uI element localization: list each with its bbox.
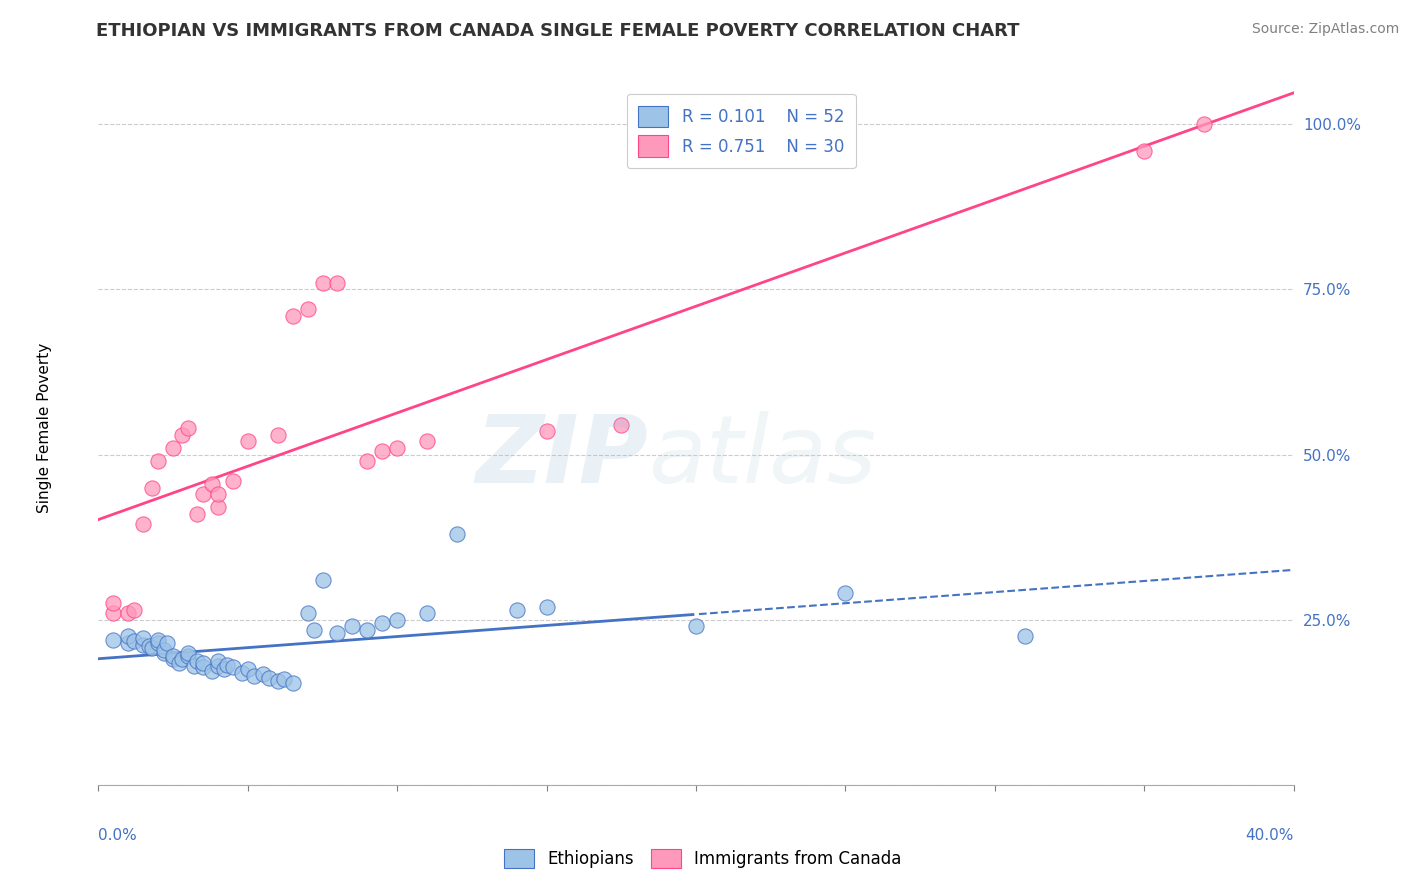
Point [281, 675, 304, 690]
Point [834, 586, 856, 600]
Point [183, 659, 205, 673]
Point [132, 516, 155, 531]
Point [215, 657, 238, 672]
Point [222, 474, 245, 488]
Point [371, 444, 394, 458]
Text: Single Female Poverty: Single Female Poverty [37, 343, 52, 513]
Text: ZIP: ZIP [475, 410, 648, 503]
Point [416, 434, 439, 449]
Point [201, 665, 224, 679]
Point [177, 646, 200, 660]
Point [356, 623, 378, 637]
Point [156, 636, 179, 650]
Point [231, 665, 253, 680]
Point [685, 619, 707, 633]
Point [177, 421, 200, 435]
Point [243, 669, 266, 683]
Point [167, 656, 190, 670]
Point [536, 425, 558, 439]
Point [172, 652, 194, 666]
Point [326, 276, 349, 290]
Point [273, 672, 295, 686]
Point [103, 606, 125, 620]
Point [356, 454, 378, 468]
Point [222, 660, 245, 674]
Point [1192, 117, 1215, 131]
Point [267, 427, 290, 442]
Point [385, 613, 409, 627]
Point [416, 606, 439, 620]
Point [506, 603, 529, 617]
Point [191, 656, 214, 670]
Point [207, 487, 229, 501]
Point [207, 659, 229, 673]
Point [117, 606, 139, 620]
Point [117, 629, 139, 643]
Point [371, 616, 394, 631]
Point [186, 654, 208, 668]
Point [186, 507, 208, 521]
Point [191, 660, 214, 674]
Point [132, 632, 155, 646]
Point [201, 477, 224, 491]
Point [1014, 629, 1036, 643]
Point [117, 636, 139, 650]
Point [138, 639, 160, 653]
Point [124, 603, 146, 617]
Point [153, 646, 176, 660]
Point [326, 626, 349, 640]
Text: 40.0%: 40.0% [1246, 828, 1294, 843]
Point [267, 673, 290, 688]
Point [212, 662, 235, 676]
Text: ETHIOPIAN VS IMMIGRANTS FROM CANADA SINGLE FEMALE POVERTY CORRELATION CHART: ETHIOPIAN VS IMMIGRANTS FROM CANADA SING… [96, 22, 1019, 40]
Point [191, 487, 214, 501]
Point [153, 642, 176, 657]
Point [103, 596, 125, 610]
Point [297, 606, 319, 620]
Point [297, 302, 319, 317]
Point [236, 434, 259, 449]
Point [162, 652, 184, 666]
Point [252, 667, 274, 681]
Point [141, 481, 163, 495]
Point [446, 527, 468, 541]
Legend: Ethiopians, Immigrants from Canada: Ethiopians, Immigrants from Canada [498, 842, 908, 875]
Point [311, 573, 333, 587]
Point [162, 441, 184, 455]
Point [610, 417, 633, 432]
Point [536, 599, 558, 614]
Point [103, 632, 125, 647]
Point [385, 441, 409, 455]
Point [148, 636, 170, 650]
Point [172, 427, 194, 442]
Text: 0.0%: 0.0% [98, 828, 138, 843]
Point [124, 634, 146, 648]
Point [132, 638, 155, 652]
Point [281, 309, 304, 323]
Point [207, 500, 229, 515]
Point [141, 640, 163, 655]
Point [162, 649, 184, 664]
Text: Source: ZipAtlas.com: Source: ZipAtlas.com [1251, 22, 1399, 37]
Text: atlas: atlas [648, 411, 876, 502]
Point [148, 454, 170, 468]
Point [302, 623, 325, 637]
Point [311, 276, 333, 290]
Point [342, 619, 364, 633]
Point [257, 671, 280, 685]
Point [148, 632, 170, 647]
Point [236, 662, 259, 676]
Point [177, 649, 200, 664]
Legend: R = 0.101    N = 52, R = 0.751    N = 30: R = 0.101 N = 52, R = 0.751 N = 30 [627, 94, 856, 169]
Point [207, 654, 229, 668]
Point [1133, 144, 1156, 158]
